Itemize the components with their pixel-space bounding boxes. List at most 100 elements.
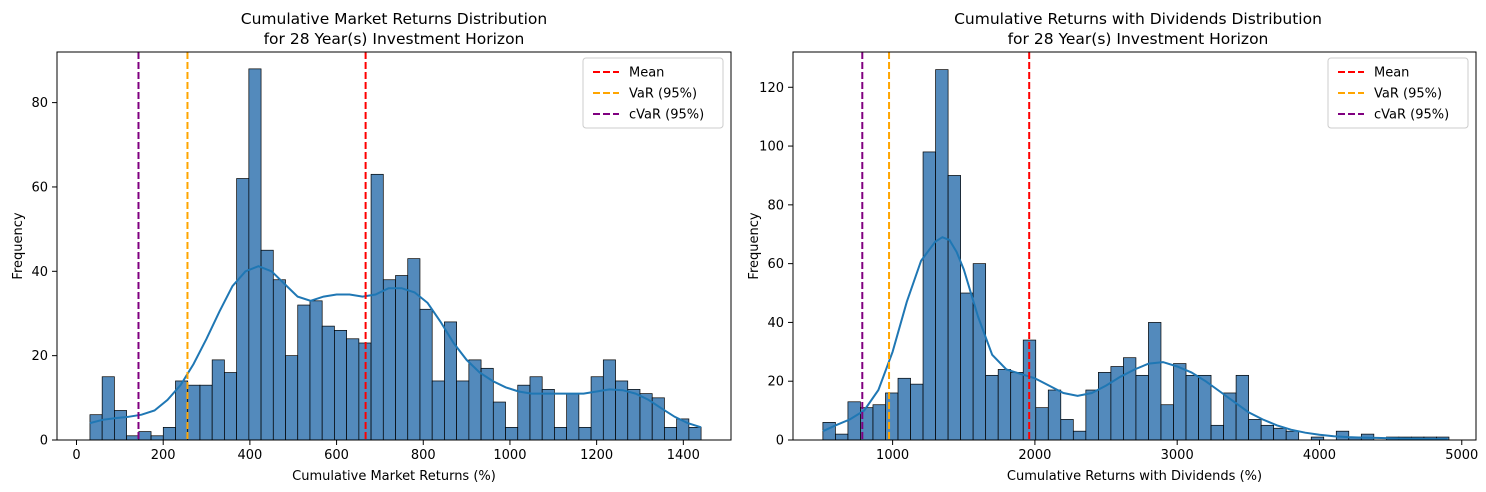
legend-label: VaR (95%) [629,87,697,102]
histogram-bar [480,367,494,441]
y-tick-label: 60 [31,180,48,195]
plot-frame [792,51,1477,441]
histogram-bar [1072,430,1087,441]
x-tick-label: 1400 [667,448,700,463]
histogram-bar [1060,419,1074,441]
legend-label: Mean [629,66,664,81]
histogram-bar [297,304,311,441]
legend-label: cVaR (95%) [1374,108,1449,123]
histogram-bar [492,401,506,441]
histogram-bar [456,380,470,441]
histogram-bar [1085,389,1099,441]
x-tick-label: 4000 [1303,448,1336,463]
histogram-bar [407,258,421,441]
histogram-bar [910,383,924,441]
legend: Mean VaR (95%) cVaR (95%) [1327,57,1469,129]
histogram-bar [272,279,286,441]
x-axis-label: Cumulative Market Returns (%) [292,469,496,484]
x-axis-ticks: 0 200 400 600 800 1000 1200 1400 [72,440,700,463]
y-axis-label: Frequency [11,212,26,279]
histogram-bar [199,384,213,441]
y-axis-ticks: 0 20 40 60 80 [31,96,57,449]
histogram-bar [972,263,987,441]
y-tick-label: 20 [31,349,48,364]
x-tick-label: 2000 [1018,448,1051,463]
histogram-bar [89,414,103,441]
histogram-bar [997,369,1012,441]
chart-market-returns: 0 200 400 600 800 1000 1200 1400 0 20 40 60 80 Cumula… [11,10,732,484]
y-tick-label: 0 [40,434,48,449]
histogram-bar [566,393,580,441]
histogram-bar [505,426,519,441]
y-tick-label: 120 [759,81,784,96]
legend-label: cVaR (95%) [629,108,704,123]
histogram-bar [1260,424,1275,441]
histogram-bar [947,175,961,441]
histogram-bar [285,355,299,441]
x-tick-label: 1000 [876,448,909,463]
histogram-bar [1173,363,1187,441]
legend-box [1327,57,1469,129]
histogram-bar [602,359,616,441]
histogram-bar [1160,404,1174,441]
y-tick-label: 80 [31,96,48,111]
x-axis-label: Cumulative Returns with Dividends (%) [1007,469,1262,484]
histogram-bar [590,376,604,441]
histogram-bar [187,384,201,441]
legend-label: VaR (95%) [1374,87,1442,102]
y-tick-label: 60 [767,257,784,272]
y-tick-label: 0 [776,434,784,449]
kde-curve [822,236,1448,441]
chart-title-line: Cumulative Returns with Dividends Distri… [954,10,1322,28]
histogram-bar [150,435,164,441]
histogram-bar [1010,372,1024,441]
histogram-bar [885,392,899,441]
y-tick-label: 80 [767,198,784,213]
histogram-bar [382,279,396,441]
histogram-bar [872,404,886,441]
x-tick-label: 600 [324,448,349,463]
histogram-bar [897,377,911,441]
histogram-bar [224,372,237,441]
histogram-bar [1035,407,1049,441]
chart-returns-with-dividends: 1000 2000 3000 4000 5000 0 20 40 60 80 100 120 Cumul… [747,10,1478,484]
histogram-bar [395,275,409,441]
histogram-bar [248,68,262,441]
legend-label: Mean [1374,66,1409,81]
x-tick-label: 0 [72,448,80,463]
histogram-bar [1110,366,1124,441]
x-tick-label: 1200 [580,448,613,463]
histogram-bar [211,359,225,441]
histogram-bar [1098,372,1112,441]
y-axis-label: Frequency [747,212,762,279]
chart-title-line: for 28 Year(s) Investment Horizon [264,30,525,48]
histogram-bar [101,376,115,441]
y-tick-label: 40 [31,265,48,280]
histogram-bar [835,433,849,441]
histogram-bar [236,178,250,441]
histogram-bar [138,431,152,441]
histogram-bar [627,389,641,441]
x-tick-label: 400 [237,448,262,463]
x-tick-label: 1000 [493,448,526,463]
x-tick-label: 3000 [1161,448,1194,463]
histogram-bar [1135,374,1149,441]
x-axis-ticks: 1000 2000 3000 4000 5000 [876,440,1478,463]
histogram-bar [1047,389,1062,441]
y-tick-label: 100 [759,140,784,155]
histogram-bar [935,69,949,441]
histogram-bar [664,426,677,441]
histogram-bar [334,329,347,441]
x-tick-label: 200 [151,448,176,463]
histogram-bar [541,389,555,441]
histogram-bar [126,435,140,441]
legend-box [582,57,724,129]
histogram-bar [1273,427,1287,441]
chart-title-line: for 28 Year(s) Investment Horizon [1008,30,1269,48]
y-tick-label: 40 [767,316,784,331]
histogram-bar [321,325,335,441]
histogram-bar [847,401,861,441]
histogram-bar [688,426,702,441]
histogram-bar [1285,430,1300,441]
histogram-bar [431,380,445,441]
